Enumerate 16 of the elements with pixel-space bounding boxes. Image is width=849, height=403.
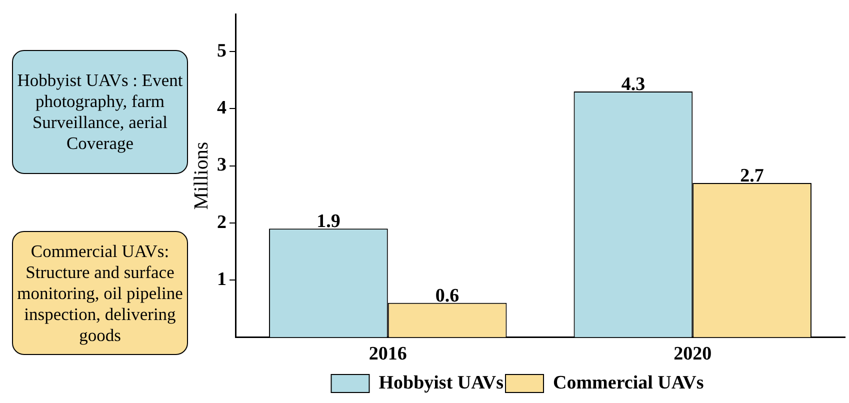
legend-label: Hobbyist UAVs [378, 372, 504, 394]
y-tick-label: 1 [217, 268, 226, 290]
data-label: 4.3 [621, 74, 646, 95]
data-label: 0.6 [435, 285, 460, 306]
x-tick-label: 2020 [674, 344, 712, 365]
text: Commercial UAVs: Structure and surface monitoring, oil pipeline inspection, delivering goods [12, 231, 188, 355]
y-tick-label: 4 [217, 98, 227, 119]
y-tick-label: 2 [217, 212, 226, 233]
legend-label: Commercial UAVs [553, 372, 704, 394]
y-tick-label: 3 [217, 154, 226, 176]
y-tick-label: 5 [217, 40, 226, 62]
data-label: 2.7 [740, 165, 764, 186]
text: Hobbyist UAVs : Event photography, farm Surveillance, aerial Coverage [12, 50, 188, 174]
data-label: 1.9 [316, 211, 340, 232]
y-axis-title: Millions [190, 142, 212, 210]
x-tick-label: 2016 [368, 344, 407, 365]
